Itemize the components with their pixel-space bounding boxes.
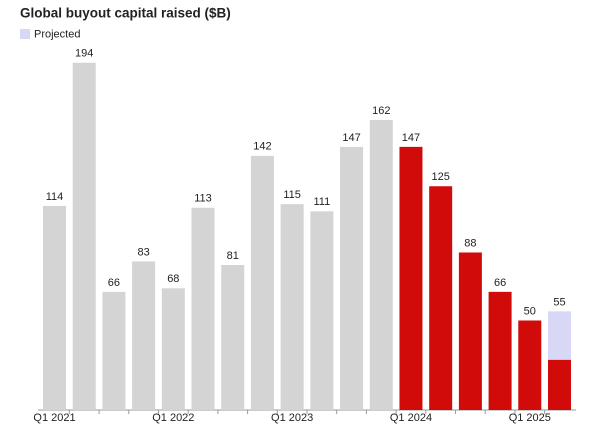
data-label: 111 — [313, 196, 330, 208]
data-label: 147 — [402, 132, 420, 144]
data-label: 162 — [372, 105, 390, 117]
data-label: 194 — [75, 48, 93, 60]
data-label: 125 — [431, 171, 449, 183]
bar — [280, 204, 304, 410]
x-tick-label: Q1 2025 — [509, 412, 551, 424]
x-tick-label: Q1 2023 — [271, 412, 313, 424]
bar — [221, 265, 245, 410]
data-label: 81 — [227, 250, 239, 262]
data-label: 142 — [253, 141, 271, 153]
bar — [518, 320, 542, 410]
data-label: 66 — [108, 277, 120, 289]
data-label: 83 — [137, 246, 149, 258]
bar — [102, 291, 126, 410]
bar — [132, 261, 156, 410]
x-tick-label: Q1 2022 — [152, 412, 194, 424]
data-label: 88 — [464, 237, 476, 249]
data-label: 50 — [524, 305, 536, 317]
data-label: 113 — [194, 193, 212, 205]
bar — [399, 146, 423, 410]
data-label: 114 — [46, 191, 64, 203]
legend-label: Projected — [34, 28, 80, 40]
bar — [191, 207, 215, 410]
bar — [72, 62, 96, 411]
data-label: 66 — [494, 277, 506, 289]
x-tick-label: Q1 2024 — [390, 412, 432, 424]
data-label: 115 — [283, 189, 301, 201]
x-tick-label: Q1 2021 — [33, 412, 75, 424]
projected-bar — [547, 311, 571, 360]
bar — [161, 288, 185, 410]
bar — [310, 211, 334, 410]
data-label: 55 — [553, 296, 565, 308]
legend-swatch — [20, 29, 30, 39]
bar — [458, 252, 482, 410]
chart-title: Global buyout capital raised ($B) — [20, 6, 231, 21]
bar — [488, 291, 512, 410]
bar — [369, 120, 393, 411]
data-label: 147 — [342, 132, 360, 144]
bar — [340, 146, 364, 410]
bar — [429, 186, 453, 410]
bar — [250, 155, 274, 410]
bar — [43, 205, 67, 410]
data-label: 68 — [167, 273, 179, 285]
